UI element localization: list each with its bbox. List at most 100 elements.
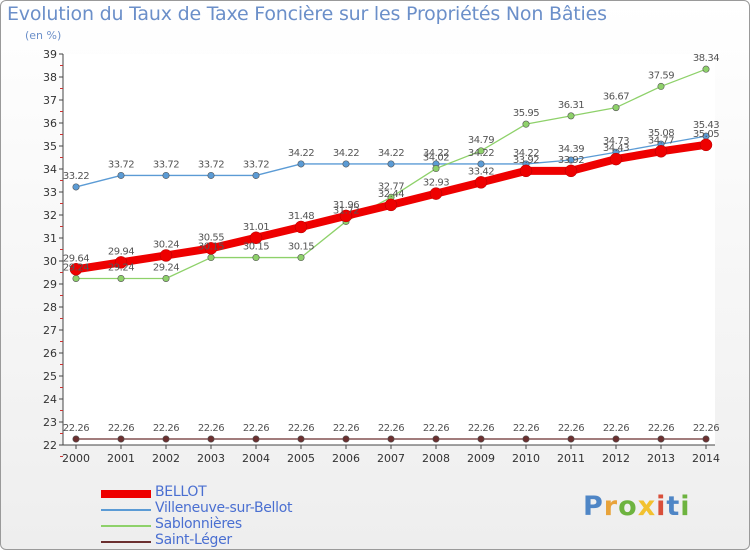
- data-label: 22.26: [648, 423, 674, 434]
- data-label: 30.15: [243, 242, 269, 253]
- y-tick-label: 30: [43, 255, 57, 268]
- legend-label-villeneuve: Villeneuve-sur-Bellot: [155, 500, 293, 516]
- legend-swatch-sablonnieres: [101, 525, 151, 527]
- x-tick-label: 2010: [512, 452, 540, 465]
- data-label: 30.55: [198, 232, 224, 243]
- data-label: 22.26: [423, 423, 449, 434]
- legend-swatch-villeneuve: [101, 509, 151, 511]
- data-label: 22.26: [378, 423, 404, 434]
- chart-title: Evolution du Taux de Taxe Foncière sur l…: [7, 3, 607, 25]
- data-label: 31.48: [288, 211, 314, 222]
- data-label: 34.22: [513, 148, 539, 159]
- y-tick-label: 29: [43, 278, 57, 291]
- legend-swatch-saint-leger: [101, 541, 151, 543]
- x-tick-label: 2009: [467, 452, 495, 465]
- legend-label-bellot: BELLOT: [155, 484, 207, 500]
- data-label: 34.77: [648, 135, 674, 146]
- data-label: 30.15: [288, 242, 314, 253]
- data-label: 33.72: [198, 159, 224, 170]
- data-point: [387, 435, 395, 443]
- x-tick-label: 2012: [602, 452, 630, 465]
- data-label: 22.26: [153, 423, 179, 434]
- data-label: 35.43: [693, 120, 719, 131]
- data-label: 29.24: [63, 262, 89, 273]
- data-point: [567, 112, 575, 120]
- y-tick-label: 37: [43, 94, 57, 107]
- data-point: [477, 160, 485, 168]
- y-tick-label: 28: [43, 301, 57, 314]
- data-label: 22.26: [198, 423, 224, 434]
- data-point: [69, 263, 83, 276]
- data-point: [564, 164, 578, 178]
- data-label: 33.72: [108, 159, 134, 170]
- data-point: [699, 138, 713, 152]
- data-point: [657, 435, 665, 443]
- data-label: 33.92: [558, 155, 584, 166]
- data-point: [162, 171, 170, 179]
- legend-label-sablonnieres: Sablonnières: [155, 516, 242, 532]
- logo-letter: i: [680, 491, 691, 522]
- data-label: 38.34: [693, 53, 719, 64]
- data-point: [477, 435, 485, 443]
- x-tick-label: 2002: [152, 452, 180, 465]
- data-point: [612, 435, 620, 443]
- data-label: 31.96: [333, 200, 359, 211]
- y-tick-label: 31: [43, 232, 57, 245]
- data-label: 34.22: [423, 148, 449, 159]
- data-label: 37.59: [648, 70, 674, 81]
- y-tick-label: 23: [43, 416, 57, 429]
- data-point: [339, 209, 353, 223]
- data-label: 29.94: [108, 246, 134, 257]
- plot-area: [63, 54, 715, 445]
- data-label: 34.22: [378, 148, 404, 159]
- data-point: [72, 183, 80, 191]
- data-label: 33.22: [63, 171, 89, 182]
- data-point: [207, 435, 215, 443]
- data-label: 33.72: [243, 159, 269, 170]
- data-point: [609, 152, 623, 166]
- data-label: 34.73: [603, 136, 629, 147]
- data-point: [297, 254, 305, 262]
- y-tick-label: 25: [43, 370, 57, 383]
- y-tick-label: 33: [43, 186, 57, 199]
- data-label: 32.77: [378, 181, 404, 192]
- data-point: [294, 220, 308, 234]
- y-tick-label: 32: [43, 209, 57, 222]
- y-tick-label: 27: [43, 324, 57, 337]
- data-label: 29.24: [153, 262, 179, 273]
- x-tick-label: 2013: [647, 452, 675, 465]
- data-label: 22.26: [603, 423, 629, 434]
- logo-letter: r: [603, 491, 619, 522]
- data-point: [72, 274, 80, 282]
- data-label: 29.64: [63, 253, 89, 264]
- data-label: 22.26: [558, 423, 584, 434]
- data-point: [207, 171, 215, 179]
- data-label: 22.26: [468, 423, 494, 434]
- data-point: [72, 435, 80, 443]
- data-point: [117, 274, 125, 282]
- data-point: [387, 160, 395, 168]
- y-tick-label: 22: [43, 439, 57, 452]
- x-tick-label: 2000: [62, 452, 90, 465]
- x-tick-label: 2008: [422, 452, 450, 465]
- data-point: [252, 435, 260, 443]
- data-point: [432, 435, 440, 443]
- data-point: [384, 198, 398, 212]
- data-point: [342, 160, 350, 168]
- data-label: 33.92: [513, 155, 539, 166]
- data-point: [252, 171, 260, 179]
- data-label: 32.44: [378, 189, 404, 200]
- data-label: 22.26: [243, 423, 269, 434]
- y-tick-label: 39: [43, 48, 57, 61]
- chart-ylabel: (en %): [25, 29, 62, 42]
- legend-label-saint-leger: Saint-Léger: [155, 532, 232, 548]
- data-label: 22.26: [108, 423, 134, 434]
- data-label: 34.79: [468, 135, 494, 146]
- logo-letter: t: [666, 491, 681, 522]
- y-tick-label: 38: [43, 71, 57, 84]
- data-label: 22.26: [63, 423, 89, 434]
- y-tick-label: 26: [43, 347, 57, 360]
- data-label: 22.26: [693, 423, 719, 434]
- x-tick-label: 2003: [197, 452, 225, 465]
